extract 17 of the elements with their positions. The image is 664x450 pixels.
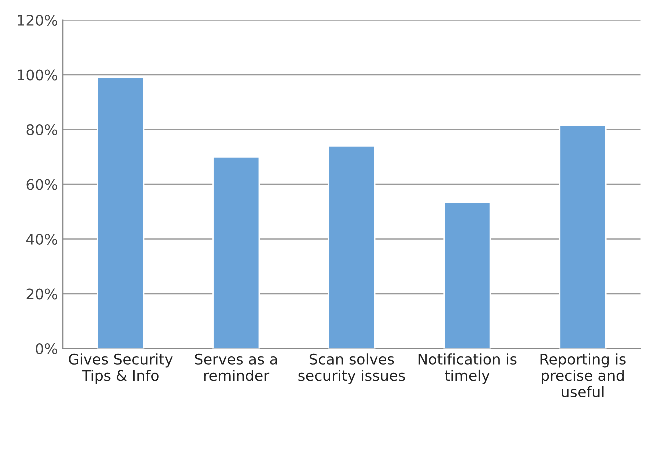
- y-tick-label: 120%: [18, 14, 58, 26]
- y-tick-label: 60%: [26, 179, 58, 190]
- bar: [212, 156, 260, 349]
- bar: [328, 145, 376, 349]
- x-tick-label: Gives Security Tips & Info: [69, 354, 173, 384]
- y-tick-label: 80%: [26, 124, 58, 136]
- x-tick-label: Notification is timely: [418, 354, 517, 384]
- x-tick-label: Scan solves security issues: [298, 354, 406, 384]
- y-tick-label: 0%: [36, 343, 58, 354]
- y-tick-label: 20%: [26, 288, 58, 300]
- x-tick-label: Serves as a reminder: [195, 354, 278, 382]
- x-tick-label: Reporting is precise and useful: [540, 354, 626, 398]
- bar: [97, 77, 145, 349]
- y-tick-label: 40%: [26, 234, 58, 245]
- bar: [559, 124, 607, 349]
- y-tick-label: 100%: [18, 70, 58, 81]
- bar: [444, 202, 492, 349]
